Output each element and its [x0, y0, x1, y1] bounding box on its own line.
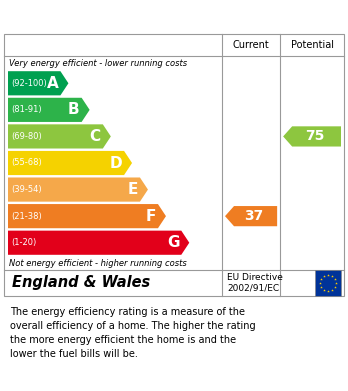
- Text: G: G: [167, 235, 179, 250]
- Text: Energy Efficiency Rating: Energy Efficiency Rating: [9, 7, 230, 23]
- Text: Current: Current: [233, 40, 269, 50]
- Text: (1-20): (1-20): [11, 238, 36, 247]
- Text: (69-80): (69-80): [11, 132, 42, 141]
- Text: Potential: Potential: [291, 40, 334, 50]
- Text: B: B: [68, 102, 80, 117]
- Text: The energy efficiency rating is a measure of the
overall efficiency of a home. T: The energy efficiency rating is a measur…: [10, 307, 256, 359]
- Text: EU Directive
2002/91/EC: EU Directive 2002/91/EC: [227, 273, 283, 293]
- Polygon shape: [8, 151, 132, 175]
- Text: E: E: [128, 182, 138, 197]
- Polygon shape: [8, 98, 90, 122]
- Polygon shape: [8, 231, 189, 255]
- Polygon shape: [8, 178, 148, 202]
- Text: (92-100): (92-100): [11, 79, 47, 88]
- Bar: [315, 270, 341, 296]
- Polygon shape: [8, 204, 166, 228]
- Text: D: D: [109, 156, 122, 170]
- Text: F: F: [145, 209, 156, 224]
- Text: (81-91): (81-91): [11, 105, 42, 114]
- Text: Very energy efficient - lower running costs: Very energy efficient - lower running co…: [9, 59, 187, 68]
- Text: 75: 75: [306, 129, 325, 143]
- Polygon shape: [8, 71, 69, 95]
- Polygon shape: [225, 206, 277, 226]
- Text: (21-38): (21-38): [11, 212, 42, 221]
- Text: Not energy efficient - higher running costs: Not energy efficient - higher running co…: [9, 258, 187, 267]
- Text: A: A: [47, 76, 58, 91]
- Text: 37: 37: [244, 209, 264, 223]
- Text: C: C: [90, 129, 101, 144]
- Text: (55-68): (55-68): [11, 158, 42, 167]
- Text: (39-54): (39-54): [11, 185, 42, 194]
- Text: England & Wales: England & Wales: [12, 276, 150, 291]
- Polygon shape: [8, 124, 111, 149]
- Polygon shape: [283, 126, 341, 147]
